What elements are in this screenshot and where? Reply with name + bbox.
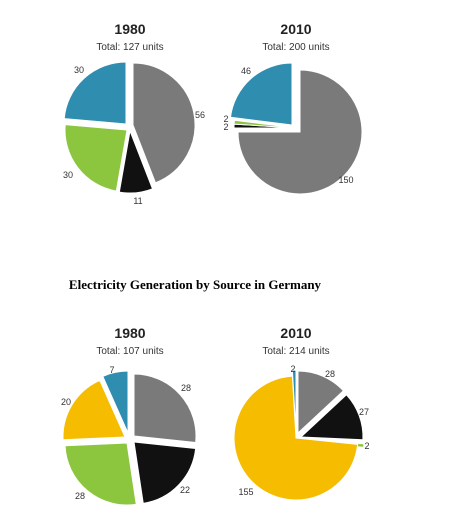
pie-slice-yellow [62,379,126,441]
pie-subtitle: Total: 107 units [96,346,163,357]
pie-slice-black [299,394,364,441]
pie-slice-blue [63,61,127,125]
pie-slice-blue [291,369,297,433]
pie-slice-black [133,441,197,504]
pie-slice-green [233,119,297,129]
pie-slice-black [118,129,154,194]
slice-value-label: 28 [325,369,335,379]
pie-slice-yellow [233,375,359,501]
pie-subtitle: Total: 127 units [96,42,163,53]
slice-value-label: 46 [241,66,251,76]
slice-value-label: 56 [195,110,205,120]
pie-slice-gray [133,373,197,444]
pie-slice-blue [229,62,293,126]
pie-slice-gray [297,370,345,435]
pie-charts: 1980 Total: 127 units 56 11 30 30 2010 Total: 2… [61,21,370,506]
pie-slice-blue [102,370,129,434]
pie-title: 2010 [280,325,311,341]
slice-value-label: 150 [338,175,353,185]
pie-chart-4: 2010 Total: 214 units 28 27 2 155 2 [233,325,370,501]
slice-value-label: 30 [63,170,73,180]
slice-value-label: 30 [74,65,84,75]
pie-subtitle: Total: 200 units [262,42,329,53]
slice-value-label: 2 [223,114,228,124]
slice-value-label: 2 [223,122,228,132]
pie-slice-gray [237,69,363,195]
slice-value-label: 22 [180,485,190,495]
pie-chart-1: 1980 Total: 127 units 56 11 30 30 [63,21,205,206]
pie-chart-2: 2010 Total: 200 units 150 22 46 [223,21,363,195]
slice-value-label: 11 [133,196,142,206]
slice-value-label: 2 [290,364,295,374]
slice-value-label: 20 [61,397,71,407]
slice-value-label: 28 [181,383,191,393]
pie-chart-3: 1980 Total: 107 units 28 22 28 20 7 [61,325,197,506]
section-title: Electricity Generation by Source in Germ… [69,277,322,292]
slice-value-label: 27 [359,407,369,417]
pie-subtitle: Total: 214 units [262,346,329,357]
slice-value-label: 28 [75,491,85,501]
pie-slice-green [64,442,137,506]
slice-value-label: 2 [364,441,369,451]
pie-slice-green [64,124,128,192]
pie-title: 2010 [280,21,311,37]
pie-slice-gray [132,62,196,184]
slice-value-label: 7 [109,365,114,375]
pie-title: 1980 [114,325,145,341]
pie-title: 1980 [114,21,145,37]
slice-value-label: 155 [238,487,253,497]
